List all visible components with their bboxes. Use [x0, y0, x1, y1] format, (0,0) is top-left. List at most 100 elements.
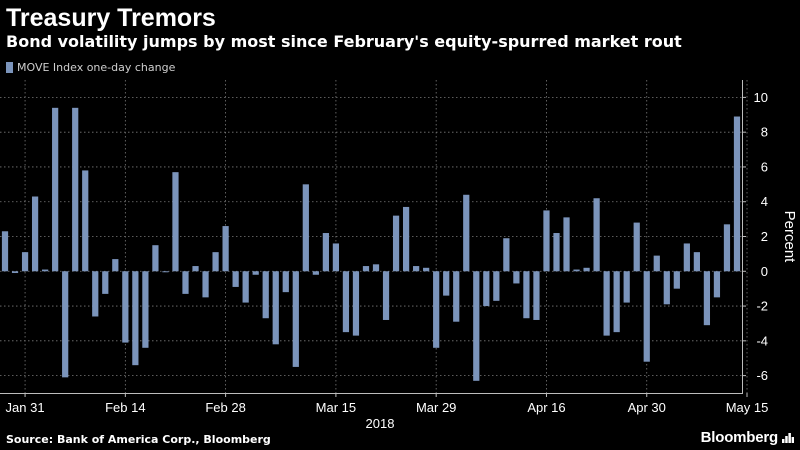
bar — [172, 172, 179, 272]
bar — [242, 271, 249, 303]
bar — [252, 271, 259, 275]
chart-title: Treasury Tremors — [6, 4, 216, 32]
bar — [382, 271, 390, 320]
y-tick-label: 0 — [761, 264, 768, 279]
bar — [613, 271, 620, 333]
bar — [553, 233, 560, 272]
y-tick-label: 4 — [761, 194, 768, 209]
bar — [453, 271, 460, 322]
bar — [593, 198, 600, 272]
bar — [182, 271, 189, 294]
bar — [312, 271, 319, 275]
x-tick-label: Apr 16 — [527, 400, 565, 415]
bar — [643, 271, 650, 362]
bar — [132, 271, 139, 366]
brand-mark-icon — [782, 433, 794, 443]
bar — [402, 206, 410, 272]
bar — [52, 107, 59, 272]
bar — [222, 226, 229, 272]
x-tick-label: Feb 28 — [205, 400, 245, 415]
bar — [162, 271, 169, 273]
bar — [493, 271, 500, 301]
bar — [282, 271, 289, 293]
bar — [563, 217, 570, 272]
x-tick-label: Jan 31 — [6, 400, 45, 415]
bar — [513, 271, 520, 284]
bar — [42, 269, 49, 272]
x-tick-label: Apr 30 — [628, 400, 666, 415]
y-tick-label: -6 — [756, 368, 768, 383]
x-axis-year-label: 2018 — [366, 416, 395, 431]
source-note: Source: Bank of America Corp., Bloomberg — [6, 433, 271, 446]
y-tick-label: -2 — [756, 299, 768, 314]
legend-swatch — [6, 62, 13, 73]
bar — [11, 271, 19, 274]
bar — [1, 231, 9, 272]
bar — [92, 271, 99, 317]
brand-logo: Bloomberg — [700, 429, 779, 446]
bar — [723, 224, 731, 272]
bar — [413, 266, 420, 272]
bar — [683, 243, 690, 272]
bar — [352, 271, 360, 336]
y-tick-label: 6 — [761, 159, 768, 174]
bar — [21, 252, 29, 272]
x-tick-label: Feb 14 — [105, 400, 145, 415]
y-tick-label: 10 — [754, 90, 768, 105]
chart-legend: MOVE Index one-day change — [6, 61, 175, 74]
y-axis-label: Percent — [781, 211, 798, 264]
bar — [122, 271, 129, 343]
bar — [503, 238, 510, 272]
bar — [272, 271, 279, 345]
bar — [423, 267, 430, 272]
bar — [583, 267, 590, 272]
y-tick-label: 2 — [761, 229, 768, 244]
bar — [673, 271, 680, 289]
bar — [332, 243, 340, 272]
bar — [433, 271, 440, 348]
bar — [362, 266, 370, 272]
bar — [623, 271, 630, 303]
bar — [693, 252, 700, 272]
y-tick-label: -4 — [756, 333, 768, 348]
bar — [342, 271, 350, 333]
bar — [152, 245, 159, 272]
legend-label: MOVE Index one-day change — [17, 61, 176, 74]
bar — [202, 271, 209, 298]
bar — [212, 252, 219, 272]
bar — [192, 266, 199, 272]
bar — [603, 271, 610, 336]
bar — [72, 107, 79, 272]
bar — [232, 271, 239, 287]
bar — [703, 271, 711, 326]
bar — [653, 255, 660, 272]
bar — [733, 116, 741, 272]
bar — [322, 233, 329, 272]
bar — [523, 271, 530, 319]
bar — [443, 271, 450, 296]
bar — [292, 271, 299, 367]
bar — [392, 215, 400, 272]
bar — [483, 271, 490, 307]
bar — [302, 184, 309, 272]
bar — [473, 271, 480, 381]
x-tick-label: Mar 29 — [416, 400, 456, 415]
bar — [262, 271, 269, 319]
bar — [82, 170, 89, 272]
bar — [713, 271, 721, 298]
bar — [463, 194, 470, 272]
bar — [663, 271, 670, 305]
bar — [543, 210, 550, 272]
x-tick-label: May 15 — [726, 400, 769, 415]
bar — [102, 271, 109, 294]
bar — [142, 271, 149, 348]
chart-subtitle: Bond volatility jumps by most since Febr… — [6, 32, 682, 51]
x-tick-label: Mar 15 — [316, 400, 356, 415]
y-tick-label: 8 — [761, 125, 768, 140]
bar — [372, 264, 380, 272]
bar — [573, 269, 580, 272]
bar — [533, 271, 540, 320]
bar — [633, 222, 640, 272]
bar — [112, 259, 119, 272]
